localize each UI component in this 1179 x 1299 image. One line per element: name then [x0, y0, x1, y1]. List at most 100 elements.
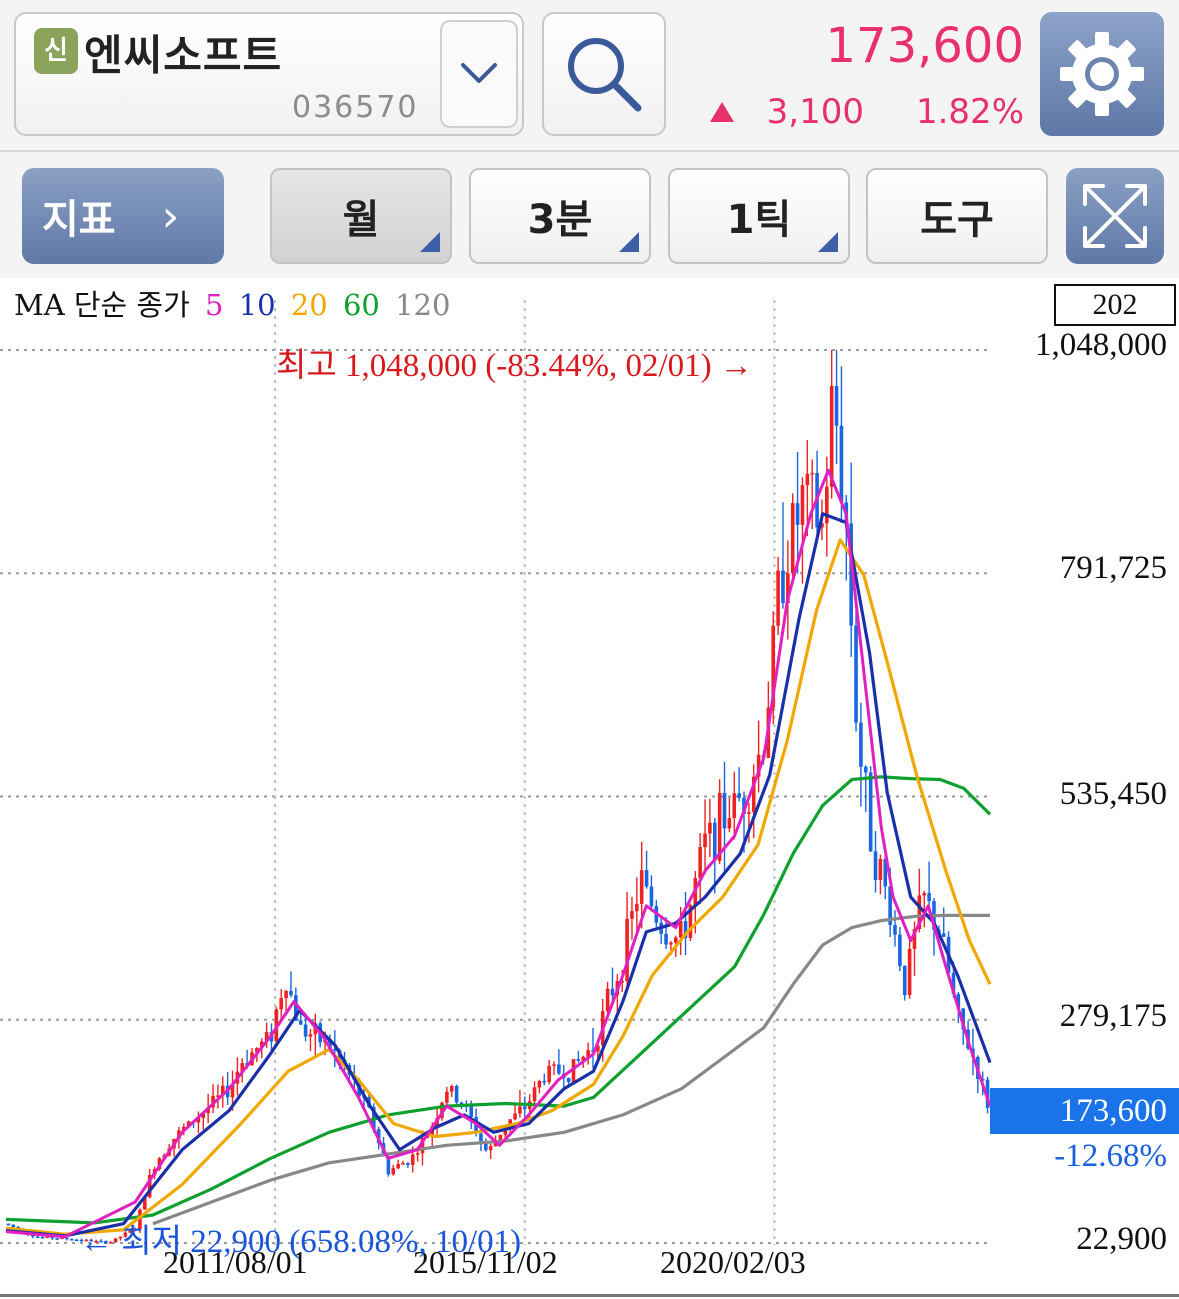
stock-code: 036570 [292, 90, 419, 125]
indicator-button[interactable]: 지표 › [22, 168, 224, 264]
y-tick-label: 279,175 [1059, 998, 1167, 1034]
candle [659, 917, 663, 944]
candle [859, 702, 863, 807]
candle [104, 1240, 108, 1244]
period-1tick-label: 1틱 [726, 197, 792, 243]
price-chart[interactable] [0, 278, 1179, 1299]
ma-60-line [5, 775, 992, 1225]
candle [625, 892, 629, 989]
dropdown-corner-icon [420, 232, 440, 252]
candle [781, 502, 785, 609]
ma-5-line [5, 468, 992, 1239]
settings-button[interactable] [1040, 12, 1164, 136]
period-3min-button[interactable]: 3분 [469, 168, 651, 264]
candle [854, 602, 858, 732]
dropdown-corner-icon [818, 232, 838, 252]
candle [776, 556, 780, 635]
candle [576, 1051, 581, 1063]
ma-legend-10: 10 [238, 288, 276, 322]
candle [941, 907, 946, 938]
candle [133, 1227, 137, 1232]
price-change: 3,100 1.82% [709, 92, 1024, 132]
candle [644, 850, 649, 889]
candle [829, 350, 834, 499]
candle [698, 833, 702, 905]
current-price-marker: 173,600 [990, 1088, 1179, 1134]
candle [717, 779, 722, 864]
candle [94, 1239, 98, 1243]
candle [552, 1061, 556, 1076]
candle [108, 1241, 113, 1244]
candle [839, 366, 844, 523]
gear-icon [1060, 32, 1144, 116]
candle [303, 1017, 308, 1042]
period-1tick-button[interactable]: 1틱 [668, 168, 850, 264]
candle [6, 1223, 11, 1226]
ma-legend-120: 120 [395, 288, 451, 322]
ma-120-line [152, 913, 990, 1226]
candle [279, 988, 284, 1021]
bar-count-box[interactable]: 202 [1054, 284, 1176, 326]
ma-legend-60: 60 [342, 288, 380, 322]
chevron-right-icon: › [161, 190, 180, 242]
candle [396, 1159, 400, 1170]
stock-dropdown-button[interactable] [440, 20, 518, 128]
tools-label: 도구 [920, 197, 994, 243]
candle [712, 817, 717, 894]
candle [220, 1076, 225, 1108]
candle [571, 1058, 576, 1083]
chevron-down-icon [461, 63, 497, 83]
y-tick-label: 22,900 [1076, 1221, 1167, 1257]
x-tick-label: 2015/11/02 [413, 1244, 558, 1280]
candle [454, 1084, 459, 1106]
new-listing-badge: 신 [34, 28, 78, 74]
candle [537, 1079, 542, 1094]
candle [128, 1228, 133, 1234]
candle [138, 1208, 142, 1234]
candle [732, 771, 737, 840]
stock-header: 신 엔씨소프트 036570 173,600 3,100 1.82% [0, 0, 1179, 152]
period-month-button[interactable]: 월 [270, 168, 452, 264]
ma-legend[interactable]: MA 단순 종가 5 10 20 60 120 [14, 282, 456, 324]
candle [513, 1104, 517, 1121]
tools-button[interactable]: 도구 [866, 168, 1048, 264]
search-icon [568, 38, 642, 112]
candle [810, 459, 814, 530]
stock-selector[interactable]: 신 엔씨소프트 036570 [14, 12, 524, 136]
candle [605, 981, 610, 1017]
candle [703, 799, 707, 875]
y-tick-label: 791,725 [1059, 550, 1167, 586]
low-price-annotation: ← 최저 22,900 (658.08%, 10/01) [80, 1224, 522, 1260]
fullscreen-button[interactable] [1066, 168, 1164, 264]
candle [196, 1111, 201, 1134]
candle [113, 1238, 118, 1243]
candle [55, 1238, 59, 1241]
chart-bottom-border [0, 1294, 1179, 1297]
candle [89, 1238, 94, 1242]
candle [873, 831, 878, 893]
candle [790, 493, 795, 585]
candle [747, 802, 751, 843]
candle [284, 989, 288, 1014]
up-triangle-icon [709, 102, 734, 122]
candle [532, 1081, 537, 1108]
candle [635, 877, 639, 936]
candle [118, 1236, 123, 1241]
candle [211, 1084, 215, 1113]
candle [69, 1238, 74, 1241]
candle [391, 1164, 396, 1176]
candle [557, 1049, 561, 1076]
period-3min-label: 3분 [527, 197, 593, 243]
ma-10-line [5, 512, 992, 1238]
candle [308, 1028, 313, 1052]
candle [289, 971, 293, 998]
candle [898, 927, 902, 972]
candle [800, 477, 805, 584]
candle [878, 854, 883, 895]
candle [147, 1168, 152, 1199]
search-button[interactable] [542, 12, 666, 136]
candle [893, 910, 897, 947]
candle [927, 861, 931, 914]
candle [333, 1030, 337, 1068]
ma-20-line [5, 538, 992, 1236]
